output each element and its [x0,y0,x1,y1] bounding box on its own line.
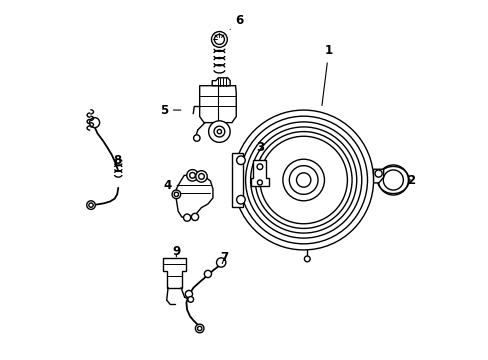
Circle shape [260,136,346,224]
Circle shape [214,35,224,44]
Text: 9: 9 [172,245,180,258]
Circle shape [217,130,221,134]
Polygon shape [212,78,230,86]
Circle shape [257,164,262,170]
Circle shape [214,126,224,137]
Circle shape [185,291,192,298]
Circle shape [296,173,310,187]
Circle shape [86,201,95,210]
Circle shape [183,214,190,221]
Circle shape [236,156,244,165]
Polygon shape [231,153,242,207]
Circle shape [236,195,244,204]
Circle shape [195,324,203,333]
Text: 3: 3 [256,141,264,158]
Text: 8: 8 [113,154,121,167]
Text: 5: 5 [160,104,181,117]
Circle shape [193,135,200,141]
Circle shape [304,256,309,262]
Polygon shape [163,258,185,288]
Circle shape [198,174,204,179]
Circle shape [250,127,356,233]
Circle shape [197,326,202,330]
Text: 4: 4 [163,179,178,192]
Circle shape [189,172,195,178]
Circle shape [191,213,198,221]
Circle shape [89,203,93,207]
Text: 1: 1 [321,44,332,105]
Circle shape [174,192,178,197]
Circle shape [378,165,407,195]
Circle shape [289,166,317,194]
Circle shape [204,270,211,278]
Circle shape [239,116,367,244]
Circle shape [374,170,382,177]
Circle shape [216,258,225,267]
Circle shape [89,118,100,128]
Circle shape [195,171,207,182]
Circle shape [383,170,403,190]
Polygon shape [199,86,236,123]
Circle shape [255,132,351,228]
Circle shape [257,180,262,185]
Circle shape [186,170,198,181]
Text: 2: 2 [407,174,414,186]
Circle shape [187,297,193,302]
Circle shape [282,159,324,201]
Text: 7: 7 [220,251,228,264]
Polygon shape [176,175,212,219]
Circle shape [245,122,361,238]
Circle shape [172,190,180,199]
Circle shape [208,121,230,142]
Text: 6: 6 [230,14,243,30]
Circle shape [211,32,227,47]
Circle shape [233,110,373,250]
Polygon shape [373,169,383,183]
Polygon shape [250,160,268,186]
